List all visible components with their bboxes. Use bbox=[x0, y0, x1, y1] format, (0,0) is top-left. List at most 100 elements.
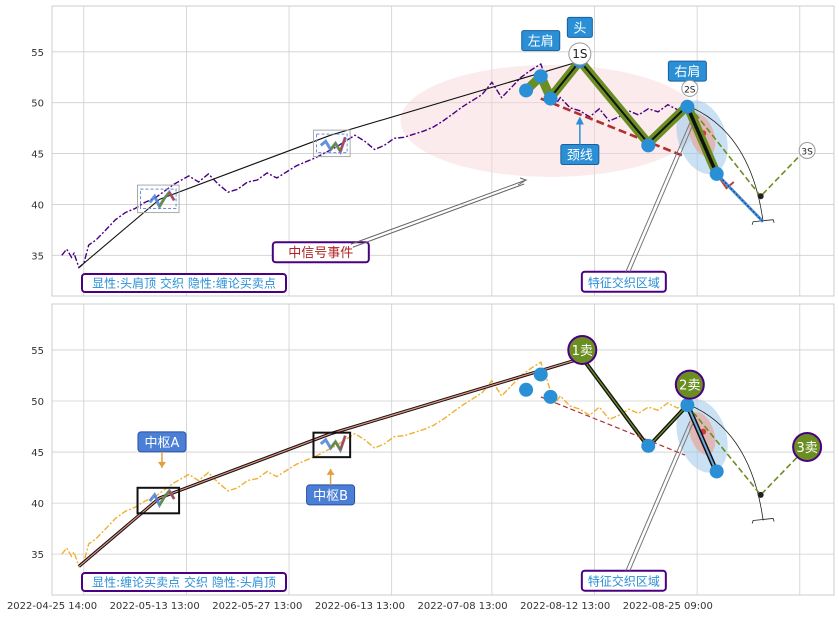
y-tick-label: 55 bbox=[31, 346, 44, 357]
signal-event-label: 中信号事件 bbox=[288, 246, 353, 261]
pattern-label-neckline: 颈线 bbox=[567, 149, 593, 164]
zhongshu-box bbox=[312, 431, 352, 459]
feature-zone-label: 特征交织区域 bbox=[588, 574, 660, 589]
x-tick-label: 2022-08-25 09:00 bbox=[623, 601, 713, 612]
zhongshu-pointer-head bbox=[326, 468, 335, 475]
y-tick-label: 50 bbox=[31, 397, 44, 408]
zhongshu-bi-accent bbox=[339, 136, 347, 152]
feature-zone-arrow bbox=[625, 122, 694, 272]
y-tick-label: 35 bbox=[31, 550, 44, 561]
y-tick-label: 55 bbox=[31, 48, 44, 59]
pivot-marker bbox=[641, 438, 656, 453]
x-tick-label: 2022-04-25 14:00 bbox=[7, 601, 97, 612]
zhongshu-bi-accent bbox=[158, 490, 171, 506]
x-tick-label: 2022-07-08 13:00 bbox=[417, 601, 507, 612]
zhongshu-bi-accent bbox=[339, 435, 347, 451]
signal-tag-2s: 2S bbox=[684, 85, 696, 95]
sell-point-circle bbox=[792, 431, 823, 462]
zhongshu-bi-accent bbox=[329, 141, 342, 153]
zhongshu-box bbox=[137, 184, 180, 214]
panel-caption: 显性:缠论买卖点 交织 隐性:头肩顶 bbox=[92, 575, 276, 590]
forecast-pivot bbox=[757, 491, 764, 498]
pattern-label-box bbox=[566, 16, 593, 38]
zhongshu-label-b: 中枢B bbox=[313, 489, 348, 504]
y-tick-label: 40 bbox=[31, 200, 44, 211]
zhongshu-label-a: 中枢A bbox=[145, 436, 180, 451]
time-arc bbox=[689, 404, 764, 521]
forecast-line bbox=[689, 106, 806, 198]
forecast-line bbox=[686, 404, 808, 497]
price-line bbox=[61, 62, 688, 269]
neckline-pointer-head bbox=[575, 116, 584, 125]
zhongshu-box bbox=[312, 129, 351, 158]
pivot-marker bbox=[709, 166, 724, 181]
y-tick-label: 50 bbox=[31, 99, 44, 110]
zhongshu-bi-accent bbox=[329, 440, 342, 451]
x-axis: 2022-04-25 14:00 2022-05-13 13:00 2022-05-… bbox=[7, 601, 713, 612]
signal-event-arrow bbox=[350, 177, 528, 245]
zhongshu-inner bbox=[315, 133, 348, 154]
zhongshu-box bbox=[136, 486, 181, 515]
pattern-label-box bbox=[521, 30, 561, 52]
forecast-down-dots bbox=[716, 173, 764, 223]
zhongshu-bi-accent bbox=[158, 191, 171, 208]
pattern-label-right-shoulder: 右肩 bbox=[674, 64, 700, 80]
x-tick-label: 2022-06-13 13:00 bbox=[315, 601, 405, 612]
signal-tag-3s: 3S bbox=[801, 147, 813, 157]
pivot-marker bbox=[519, 83, 534, 98]
sell-point-2: 2卖 bbox=[679, 379, 700, 394]
pivot-marker bbox=[533, 69, 548, 84]
pattern-tail bbox=[685, 106, 719, 175]
zhongshu-pointer-head bbox=[157, 461, 166, 468]
pivot-marker bbox=[680, 398, 695, 413]
x-tick-label: 2022-05-13 13:00 bbox=[110, 601, 200, 612]
pivot-marker bbox=[533, 367, 548, 382]
y-tick-label: 45 bbox=[31, 448, 44, 459]
pivot-marker bbox=[519, 382, 534, 397]
time-arc bbox=[689, 106, 764, 222]
sell-point-3: 3卖 bbox=[796, 441, 817, 456]
x-tick-label: 2022-08-12 13:00 bbox=[520, 601, 610, 612]
pivot-marker bbox=[641, 138, 656, 153]
pivot-marker bbox=[709, 464, 724, 479]
zhongshu-bi-accent bbox=[168, 490, 176, 500]
feature-zone-box bbox=[580, 569, 667, 592]
sell-point-circle bbox=[567, 334, 598, 365]
pattern-label-left-shoulder: 左肩 bbox=[528, 34, 554, 50]
price-line bbox=[61, 361, 688, 568]
signal-event-arrow bbox=[352, 183, 525, 248]
pivot-marker bbox=[543, 91, 558, 106]
y-tick-label: 40 bbox=[31, 499, 44, 510]
zhongshu-inner bbox=[140, 188, 177, 210]
feature-zone-arrow bbox=[625, 421, 694, 571]
pivot-marker bbox=[680, 99, 695, 114]
trend-line bbox=[78, 59, 585, 268]
pattern-label-head: 头 bbox=[573, 21, 586, 36]
y-tick-label: 45 bbox=[31, 150, 44, 161]
head-region-highlight bbox=[400, 64, 701, 177]
signal-tag-1s: 1S bbox=[572, 47, 587, 61]
neckline bbox=[540, 396, 686, 456]
pivot-marker bbox=[543, 389, 558, 404]
y-tick-label: 35 bbox=[31, 251, 44, 262]
panel-caption-box bbox=[81, 273, 287, 293]
panel-caption-box bbox=[81, 572, 287, 592]
sell-point-circle bbox=[674, 369, 705, 400]
x-tick-label: 2022-05-27 13:00 bbox=[212, 601, 302, 612]
panel-caption: 显性:头肩顶 交织 隐性:缠论买卖点 bbox=[92, 276, 276, 291]
feature-zone-box bbox=[580, 270, 667, 293]
feature-zone-label: 特征交织区域 bbox=[588, 275, 660, 290]
forecast-pivot bbox=[757, 193, 764, 200]
pattern-tail-inner bbox=[686, 404, 718, 473]
zhongshu-bi-accent bbox=[168, 191, 176, 201]
sell-point-1: 1卖 bbox=[572, 344, 593, 359]
signal-tag-circle bbox=[798, 141, 816, 159]
trend-line-inner bbox=[78, 357, 583, 567]
signal-tag-circle bbox=[681, 79, 699, 97]
signal-tag-circle bbox=[568, 42, 592, 66]
arc-bracket bbox=[751, 518, 775, 524]
signal-event-box bbox=[271, 241, 370, 264]
